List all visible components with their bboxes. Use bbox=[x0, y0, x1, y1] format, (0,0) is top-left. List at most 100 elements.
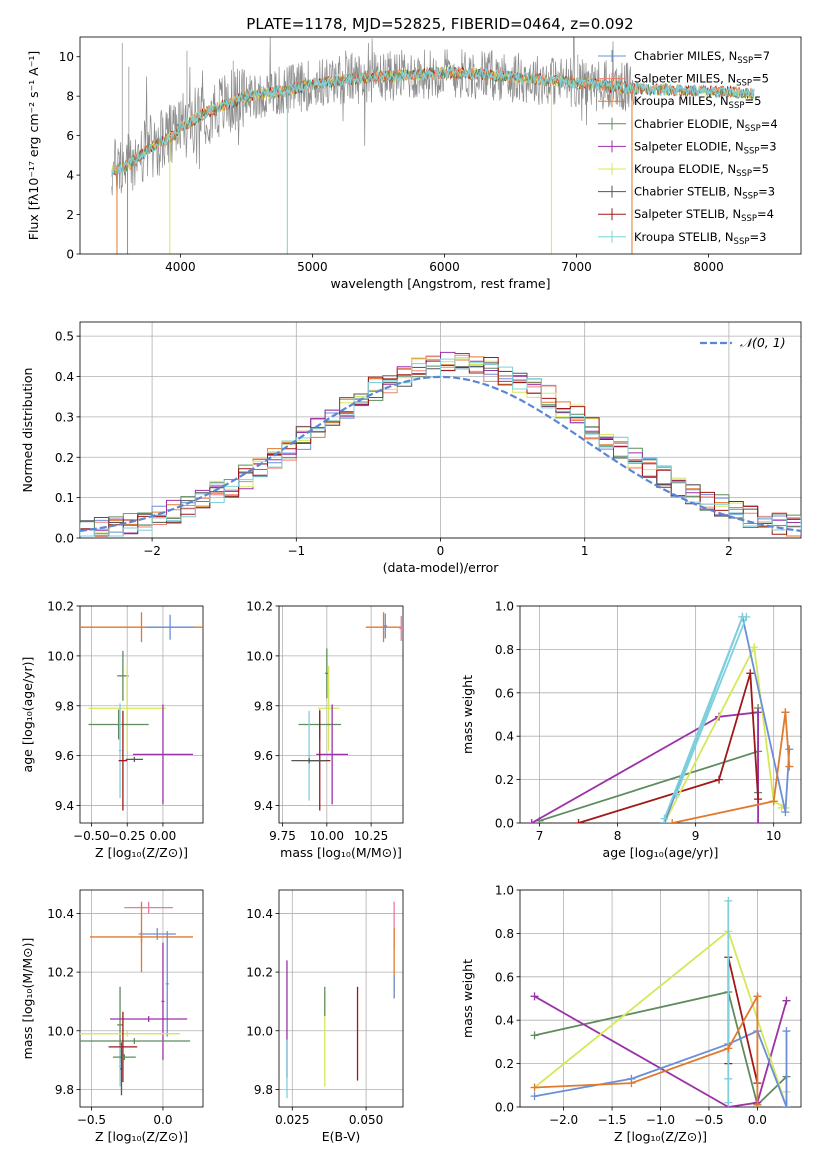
age_vs_mass-points bbox=[291, 612, 403, 811]
spectrum-axes bbox=[76, 36, 802, 258]
mass_vs_Z-points bbox=[80, 901, 193, 1096]
legend-entry: Chabrier MILES, NSSP=7 bbox=[634, 49, 770, 66]
y-tick-label: 9.8 bbox=[55, 1083, 74, 1097]
y-tick-label: 4 bbox=[66, 169, 74, 183]
x-tick-label: 0.025 bbox=[275, 1113, 309, 1127]
x-axis-label: age [log₁₀(age/yr)] bbox=[603, 845, 719, 860]
spectrum-lines bbox=[111, 37, 755, 254]
x-tick-label: 7000 bbox=[561, 260, 592, 274]
x-axis-label: Z [log₁₀(Z/Z⊙)] bbox=[95, 1129, 188, 1144]
legend-entry: Kroupa MILES, NSSP=5 bbox=[634, 94, 761, 111]
x-tick-label: 10 bbox=[766, 829, 781, 843]
y-tick-label: 0.0 bbox=[495, 817, 514, 831]
y-tick-label: 0.4 bbox=[495, 1014, 514, 1028]
x-tick-label: 9 bbox=[692, 829, 700, 843]
y-tick-label: 9.8 bbox=[55, 699, 74, 713]
y-tick-label: 10.0 bbox=[47, 1024, 74, 1038]
point-marker bbox=[530, 1031, 539, 1040]
point-marker bbox=[754, 795, 763, 804]
y-tick-label: 0.5 bbox=[55, 330, 74, 344]
age_vs_mass-frame bbox=[278, 605, 404, 824]
legend-entry: Salpeter ELODIE, NSSP=3 bbox=[634, 139, 777, 156]
point-marker bbox=[724, 1074, 733, 1083]
age_vs_Z-frame bbox=[79, 605, 204, 824]
y-axis-label: Flux [fλ10⁻¹⁷ erg cm⁻² s⁻¹ A⁻¹] bbox=[26, 51, 41, 240]
series-line-kroupa_miles bbox=[534, 992, 759, 1105]
y-tick-label: 0.4 bbox=[495, 730, 514, 744]
y-tick-label: 9.4 bbox=[55, 799, 74, 813]
y-tick-label: 9.6 bbox=[55, 749, 74, 763]
x-tick-label: −1.5 bbox=[597, 1113, 626, 1127]
y-tick-label: 8 bbox=[66, 90, 74, 104]
mass_vs_Z-axes bbox=[76, 889, 204, 1111]
legend-entry: Kroupa STELIB, NSSP=3 bbox=[634, 230, 766, 247]
legend-subscript: SSP bbox=[744, 146, 760, 156]
point-marker bbox=[668, 819, 677, 823]
y-tick-label: 10.4 bbox=[246, 907, 273, 921]
y-tick-label: 0.2 bbox=[495, 1057, 514, 1071]
age_vs_Z-points bbox=[80, 612, 203, 811]
x-tick-label: 2 bbox=[725, 544, 733, 558]
point-marker bbox=[672, 790, 681, 799]
legend-entry: Chabrier ELODIE, NSSP=4 bbox=[634, 117, 778, 134]
legend-subscript: SSP bbox=[736, 169, 752, 179]
y-tick-label: 10.4 bbox=[47, 907, 74, 921]
legend-subscript: SSP bbox=[745, 124, 761, 134]
point-marker bbox=[724, 896, 733, 905]
legend-label: Kroupa MILES, N bbox=[634, 94, 729, 108]
y-axis-label: mass [log₁₀(M/M⊙)] bbox=[20, 938, 35, 1060]
legend-count: =5 bbox=[752, 162, 769, 176]
x-axis-label: mass [log₁₀(M/M⊙)] bbox=[280, 845, 402, 860]
x-tick-label: −0.5 bbox=[694, 1113, 723, 1127]
series-line-chabrier_elodie bbox=[539, 708, 759, 822]
y-tick-label: 0.6 bbox=[495, 970, 514, 984]
y-tick-label: 9.6 bbox=[254, 749, 273, 763]
legend-label: Chabrier STELIB, N bbox=[634, 185, 742, 199]
point-marker bbox=[715, 775, 724, 784]
x-axis-label: (data-model)/error bbox=[383, 560, 500, 575]
point-marker bbox=[754, 819, 763, 823]
x-axis-label: Z [log₁₀(Z/Z⊙)] bbox=[95, 845, 188, 860]
point-marker bbox=[724, 1044, 733, 1053]
legend-label: Salpeter STELIB, N bbox=[634, 207, 741, 221]
legend-subscript: SSP bbox=[742, 192, 758, 202]
x-tick-label: 9.75 bbox=[269, 829, 296, 843]
y-tick-label: 9.8 bbox=[254, 1083, 273, 1097]
y-axis-label: Normed distribution bbox=[20, 368, 35, 493]
y-tick-label: 10.0 bbox=[47, 649, 74, 663]
observed-spectrum bbox=[111, 37, 635, 197]
y-tick-label: 10 bbox=[59, 50, 74, 64]
y-tick-label: 0.1 bbox=[55, 491, 74, 505]
y-tick-label: 6 bbox=[66, 129, 74, 143]
x-tick-label: 1 bbox=[581, 544, 589, 558]
point-marker bbox=[753, 992, 762, 1001]
x-tick-label: 0.0 bbox=[748, 1113, 767, 1127]
legend-count: =7 bbox=[753, 49, 770, 63]
y-tick-label: 0 bbox=[66, 248, 74, 262]
point-marker bbox=[660, 814, 669, 823]
point-marker bbox=[753, 1100, 762, 1107]
x-tick-label: 7 bbox=[536, 829, 544, 843]
legend-label: Kroupa ELODIE, N bbox=[634, 162, 736, 176]
model-chabrier_elodie bbox=[111, 66, 755, 177]
y-tick-label: 9.8 bbox=[254, 699, 273, 713]
y-tick-label: 0.2 bbox=[495, 773, 514, 787]
legend-entry: Chabrier STELIB, NSSP=3 bbox=[634, 185, 775, 202]
x-tick-label: 10.25 bbox=[354, 829, 388, 843]
series-line-salpeter_stelib bbox=[578, 673, 759, 823]
point-marker bbox=[754, 708, 763, 717]
normal-curve bbox=[80, 375, 801, 532]
point-marker bbox=[627, 1079, 636, 1088]
point-marker bbox=[785, 745, 794, 754]
weight_vs_Z-axes bbox=[516, 889, 802, 1111]
point-marker bbox=[527, 819, 536, 823]
point-marker bbox=[782, 1027, 791, 1036]
x-axis-label: wavelength [Angstrom, rest frame] bbox=[330, 276, 550, 291]
x-tick-label: −1 bbox=[287, 544, 305, 558]
age_vs_Z-axes bbox=[76, 605, 204, 827]
point-marker bbox=[782, 1103, 791, 1107]
y-axis-label: mass weight bbox=[460, 959, 475, 1038]
x-tick-label: −0.5 bbox=[77, 1113, 106, 1127]
legend-subscript: SSP bbox=[737, 56, 753, 66]
